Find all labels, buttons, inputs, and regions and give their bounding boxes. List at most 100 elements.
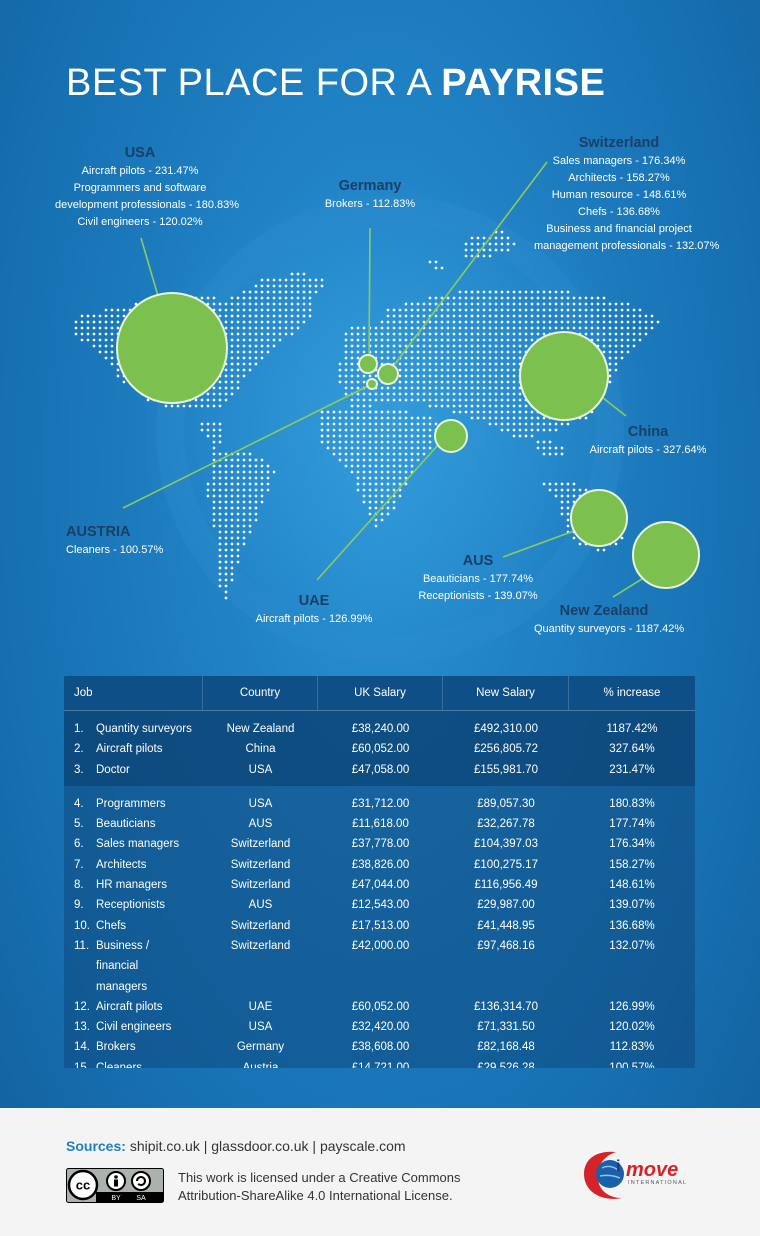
map-dot bbox=[446, 326, 450, 330]
cell-increase: 327.64% bbox=[609, 743, 655, 756]
map-dot bbox=[284, 332, 288, 336]
map-dot bbox=[650, 314, 654, 318]
map-dot bbox=[518, 332, 522, 336]
map-dot bbox=[416, 338, 420, 342]
map-dot bbox=[374, 350, 378, 354]
map-dot bbox=[386, 494, 390, 498]
cell-job-title: Beauticians bbox=[96, 818, 156, 831]
map-dot bbox=[482, 332, 486, 336]
map-dot bbox=[368, 434, 372, 438]
map-dot bbox=[404, 314, 408, 318]
map-dot bbox=[404, 464, 408, 468]
map-dot bbox=[470, 362, 474, 366]
leader-aus bbox=[502, 527, 583, 558]
map-dot bbox=[506, 338, 510, 342]
table-row: 15. Cleaners Austria £14,721.00 £29,526.28 10… bbox=[64, 1058, 695, 1068]
map-dot bbox=[536, 422, 540, 426]
map-dot bbox=[494, 350, 498, 354]
map-dot bbox=[170, 404, 174, 408]
map-dot bbox=[476, 326, 480, 330]
map-dot bbox=[398, 470, 402, 474]
map-dot bbox=[356, 476, 360, 480]
label-uae: UAE Aircraft pilots - 126.99% bbox=[255, 593, 373, 625]
map-dot bbox=[110, 362, 114, 366]
map-dot bbox=[374, 524, 378, 528]
map-dot bbox=[416, 434, 420, 438]
map-dot bbox=[104, 314, 108, 318]
map-dot bbox=[410, 308, 414, 312]
map-dot bbox=[410, 440, 414, 444]
label-china: China Aircraft pilots - 327.64% bbox=[589, 424, 707, 456]
map-dot bbox=[446, 338, 450, 342]
cell-new-salary: £89,057.30 bbox=[477, 797, 535, 810]
map-dot bbox=[470, 344, 474, 348]
map-dot bbox=[506, 326, 510, 330]
map-dot bbox=[392, 476, 396, 480]
cc-by-sa-badge[interactable]: cc BY SA bbox=[66, 1168, 164, 1203]
map-dot bbox=[470, 380, 474, 384]
map-dot bbox=[260, 356, 264, 360]
cell-rank: 9. bbox=[74, 899, 84, 912]
map-dot bbox=[464, 338, 468, 342]
map-dot bbox=[308, 278, 312, 282]
map-dot bbox=[446, 380, 450, 384]
map-dot bbox=[362, 410, 366, 414]
map-dot bbox=[350, 362, 354, 366]
map-dot bbox=[578, 296, 582, 300]
map-dot bbox=[512, 296, 516, 300]
map-dot bbox=[560, 482, 564, 486]
map-dot bbox=[506, 308, 510, 312]
map-dot bbox=[122, 314, 126, 318]
map-dot bbox=[440, 404, 444, 408]
col-header-country: Country bbox=[203, 676, 318, 710]
map-dot bbox=[392, 464, 396, 468]
map-dot bbox=[320, 428, 324, 432]
map-dot bbox=[344, 332, 348, 336]
map-dot bbox=[620, 332, 624, 336]
cell-rank: 8. bbox=[74, 879, 84, 892]
map-dot bbox=[536, 296, 540, 300]
map-dot bbox=[248, 332, 252, 336]
map-dot bbox=[464, 398, 468, 402]
map-dot bbox=[104, 308, 108, 312]
map-dot bbox=[338, 380, 342, 384]
map-dot bbox=[248, 464, 252, 468]
map-dot bbox=[392, 500, 396, 504]
map-dot bbox=[410, 326, 414, 330]
map-dot bbox=[518, 314, 522, 318]
map-dot bbox=[314, 284, 318, 288]
map-dot bbox=[248, 512, 252, 516]
map-dot bbox=[470, 386, 474, 390]
map-dot bbox=[440, 350, 444, 354]
map-dot bbox=[422, 350, 426, 354]
map-dot bbox=[404, 476, 408, 480]
map-dot bbox=[362, 338, 366, 342]
map-dot bbox=[98, 350, 102, 354]
map-dot bbox=[476, 410, 480, 414]
map-dot bbox=[584, 302, 588, 306]
map-dot bbox=[284, 302, 288, 306]
map-dot bbox=[458, 362, 462, 366]
map-dot bbox=[236, 488, 240, 492]
map-dot bbox=[392, 506, 396, 510]
map-dot bbox=[254, 362, 258, 366]
map-dot bbox=[512, 368, 516, 372]
map-dot bbox=[530, 422, 534, 426]
map-dot bbox=[464, 320, 468, 324]
map-dot bbox=[566, 488, 570, 492]
map-dot bbox=[224, 392, 228, 396]
map-dot bbox=[380, 338, 384, 342]
map-dot bbox=[278, 296, 282, 300]
map-dot bbox=[344, 344, 348, 348]
map-dot bbox=[476, 392, 480, 396]
map-dot bbox=[392, 452, 396, 456]
map-dot bbox=[200, 398, 204, 402]
map-dot bbox=[236, 464, 240, 468]
map-dot bbox=[404, 368, 408, 372]
table-row: 1. Quantity surveyors New Zealand £38,240.0… bbox=[64, 719, 695, 739]
map-dot bbox=[434, 386, 438, 390]
map-dot bbox=[500, 230, 504, 234]
leader-austria bbox=[122, 385, 369, 509]
cell-increase: 100.57% bbox=[609, 1061, 655, 1068]
map-dot bbox=[266, 278, 270, 282]
